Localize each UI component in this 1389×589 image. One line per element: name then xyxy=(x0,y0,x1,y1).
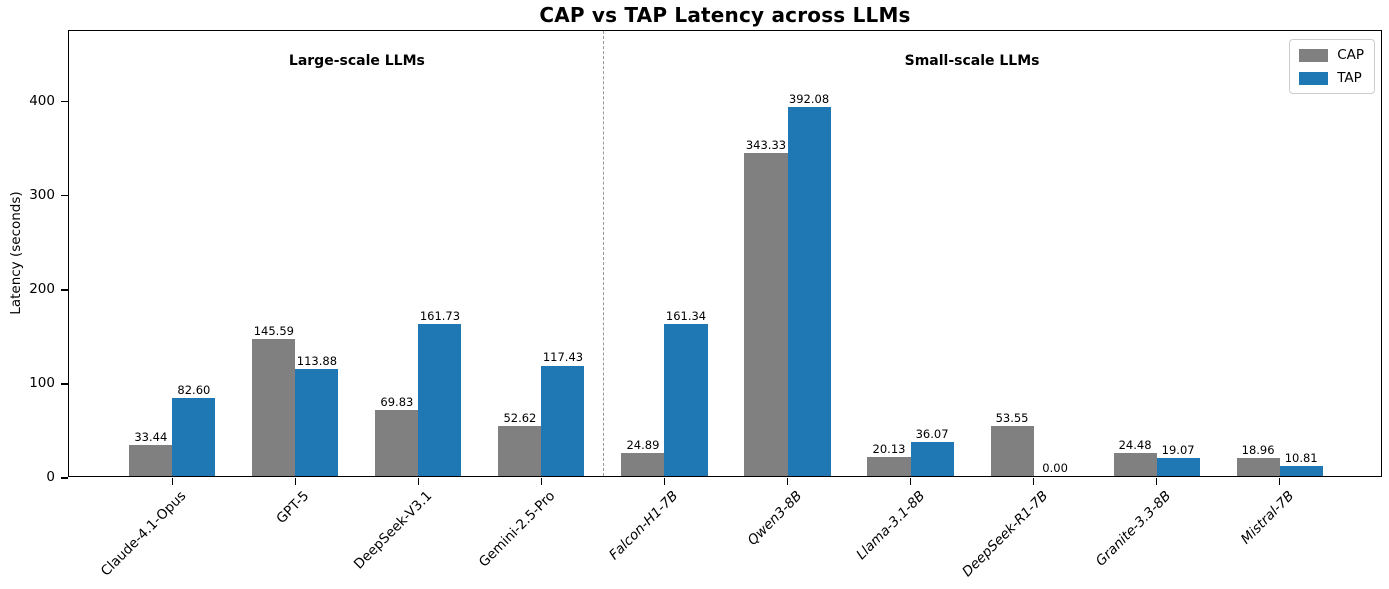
bar-value-label: 52.62 xyxy=(503,411,537,426)
y-tick-mark xyxy=(61,194,68,197)
legend-entry-cap: CAP xyxy=(1299,47,1364,63)
x-tick-mark xyxy=(540,478,543,485)
bar-tap-Granite-3.3-8B xyxy=(1156,458,1200,476)
bar-value-label: 53.55 xyxy=(995,410,1029,425)
legend-entry-tap: TAP xyxy=(1299,70,1364,86)
bar-value-label: 33.44 xyxy=(134,429,168,444)
y-tick-label: 200 xyxy=(29,280,55,297)
bar-value-label: 161.73 xyxy=(419,308,461,323)
bar-value-label: 24.48 xyxy=(1118,437,1152,452)
y-tick-label: 300 xyxy=(29,186,55,203)
bar-value-label: 343.33 xyxy=(745,137,787,152)
legend: CAP TAP xyxy=(1289,39,1375,94)
x-tick-mark xyxy=(663,478,666,485)
tap-legend-swatch xyxy=(1299,71,1329,85)
bar-cap-DeepSeek-V3.1 xyxy=(375,410,419,476)
y-tick-label: 0 xyxy=(46,469,55,485)
bar-value-label: 18.96 xyxy=(1241,443,1275,458)
bar-value-label: 24.89 xyxy=(626,437,660,452)
bar-value-label: 19.07 xyxy=(1161,443,1195,458)
bar-tap-GPT-5 xyxy=(295,368,339,476)
x-tick-mark xyxy=(786,478,789,485)
bar-value-label: 10.81 xyxy=(1284,450,1318,465)
bar-tap-Claude-4.1-Opus xyxy=(172,398,216,476)
x-tick-mark xyxy=(1032,478,1035,485)
cap-legend-swatch xyxy=(1299,48,1329,62)
section-label: Small-scale LLMs xyxy=(904,53,1040,69)
bar-tap-Qwen3-8B xyxy=(787,107,831,476)
x-tick-label-Claude-4.1-Opus: Claude-4.1-Opus xyxy=(98,488,190,580)
bar-cap-DeepSeek-R1-7B xyxy=(990,425,1034,476)
bar-value-label: 0.00 xyxy=(1042,461,1068,475)
x-tick-mark xyxy=(417,478,420,485)
section-divider-line xyxy=(602,31,604,476)
bar-value-label: 20.13 xyxy=(872,442,906,457)
bar-tap-DeepSeek-V3.1 xyxy=(418,323,462,476)
x-tick-mark xyxy=(1155,478,1158,485)
y-tick-mark xyxy=(61,383,68,385)
bar-tap-Llama-3.1-8B xyxy=(910,442,954,476)
y-tick-mark xyxy=(61,288,68,291)
x-tick-mark xyxy=(1278,478,1281,485)
y-tick-mark xyxy=(61,477,68,479)
bar-cap-Granite-3.3-8B xyxy=(1113,452,1157,476)
bar-cap-GPT-5 xyxy=(252,339,296,476)
x-tick-mark xyxy=(294,478,297,485)
x-tick-mark xyxy=(171,478,174,485)
bar-value-label: 69.83 xyxy=(380,395,414,410)
bar-cap-Gemini-2.5-Pro xyxy=(498,426,542,476)
bar-value-label: 113.88 xyxy=(296,353,338,368)
bar-value-label: 117.43 xyxy=(542,350,584,365)
bar-cap-Falcon-H1-7B xyxy=(621,452,665,476)
bar-value-label: 145.59 xyxy=(253,323,294,338)
bar-value-label: 82.60 xyxy=(177,383,211,398)
bar-cap-Mistral-7B xyxy=(1236,458,1280,476)
section-label: Large-scale LLMs xyxy=(288,53,425,69)
cap-legend-label: CAP xyxy=(1337,47,1364,63)
bar-cap-Qwen3-8B xyxy=(744,152,788,476)
x-tick-mark xyxy=(909,478,912,485)
y-tick-label: 100 xyxy=(29,374,55,391)
bar-value-label: 392.08 xyxy=(788,92,830,107)
bar-tap-Gemini-2.5-Pro xyxy=(541,365,585,476)
tap-legend-label: TAP xyxy=(1337,70,1362,86)
bar-value-label: 36.07 xyxy=(915,427,949,442)
chart-title: CAP vs TAP Latency across LLMs xyxy=(539,3,911,27)
bar-value-label: 161.34 xyxy=(665,309,707,324)
bar-tap-Mistral-7B xyxy=(1279,465,1323,476)
bar-tap-Falcon-H1-7B xyxy=(664,324,708,476)
bar-cap-Llama-3.1-8B xyxy=(867,457,911,476)
bar-cap-Claude-4.1-Opus xyxy=(129,444,173,476)
plot-area: CAP TAP 0 100 200 300 400 33.44 145.59 69.83 52.… xyxy=(29,30,1382,580)
y-tick-label: 400 xyxy=(29,92,55,109)
y-tick-mark xyxy=(61,100,68,103)
